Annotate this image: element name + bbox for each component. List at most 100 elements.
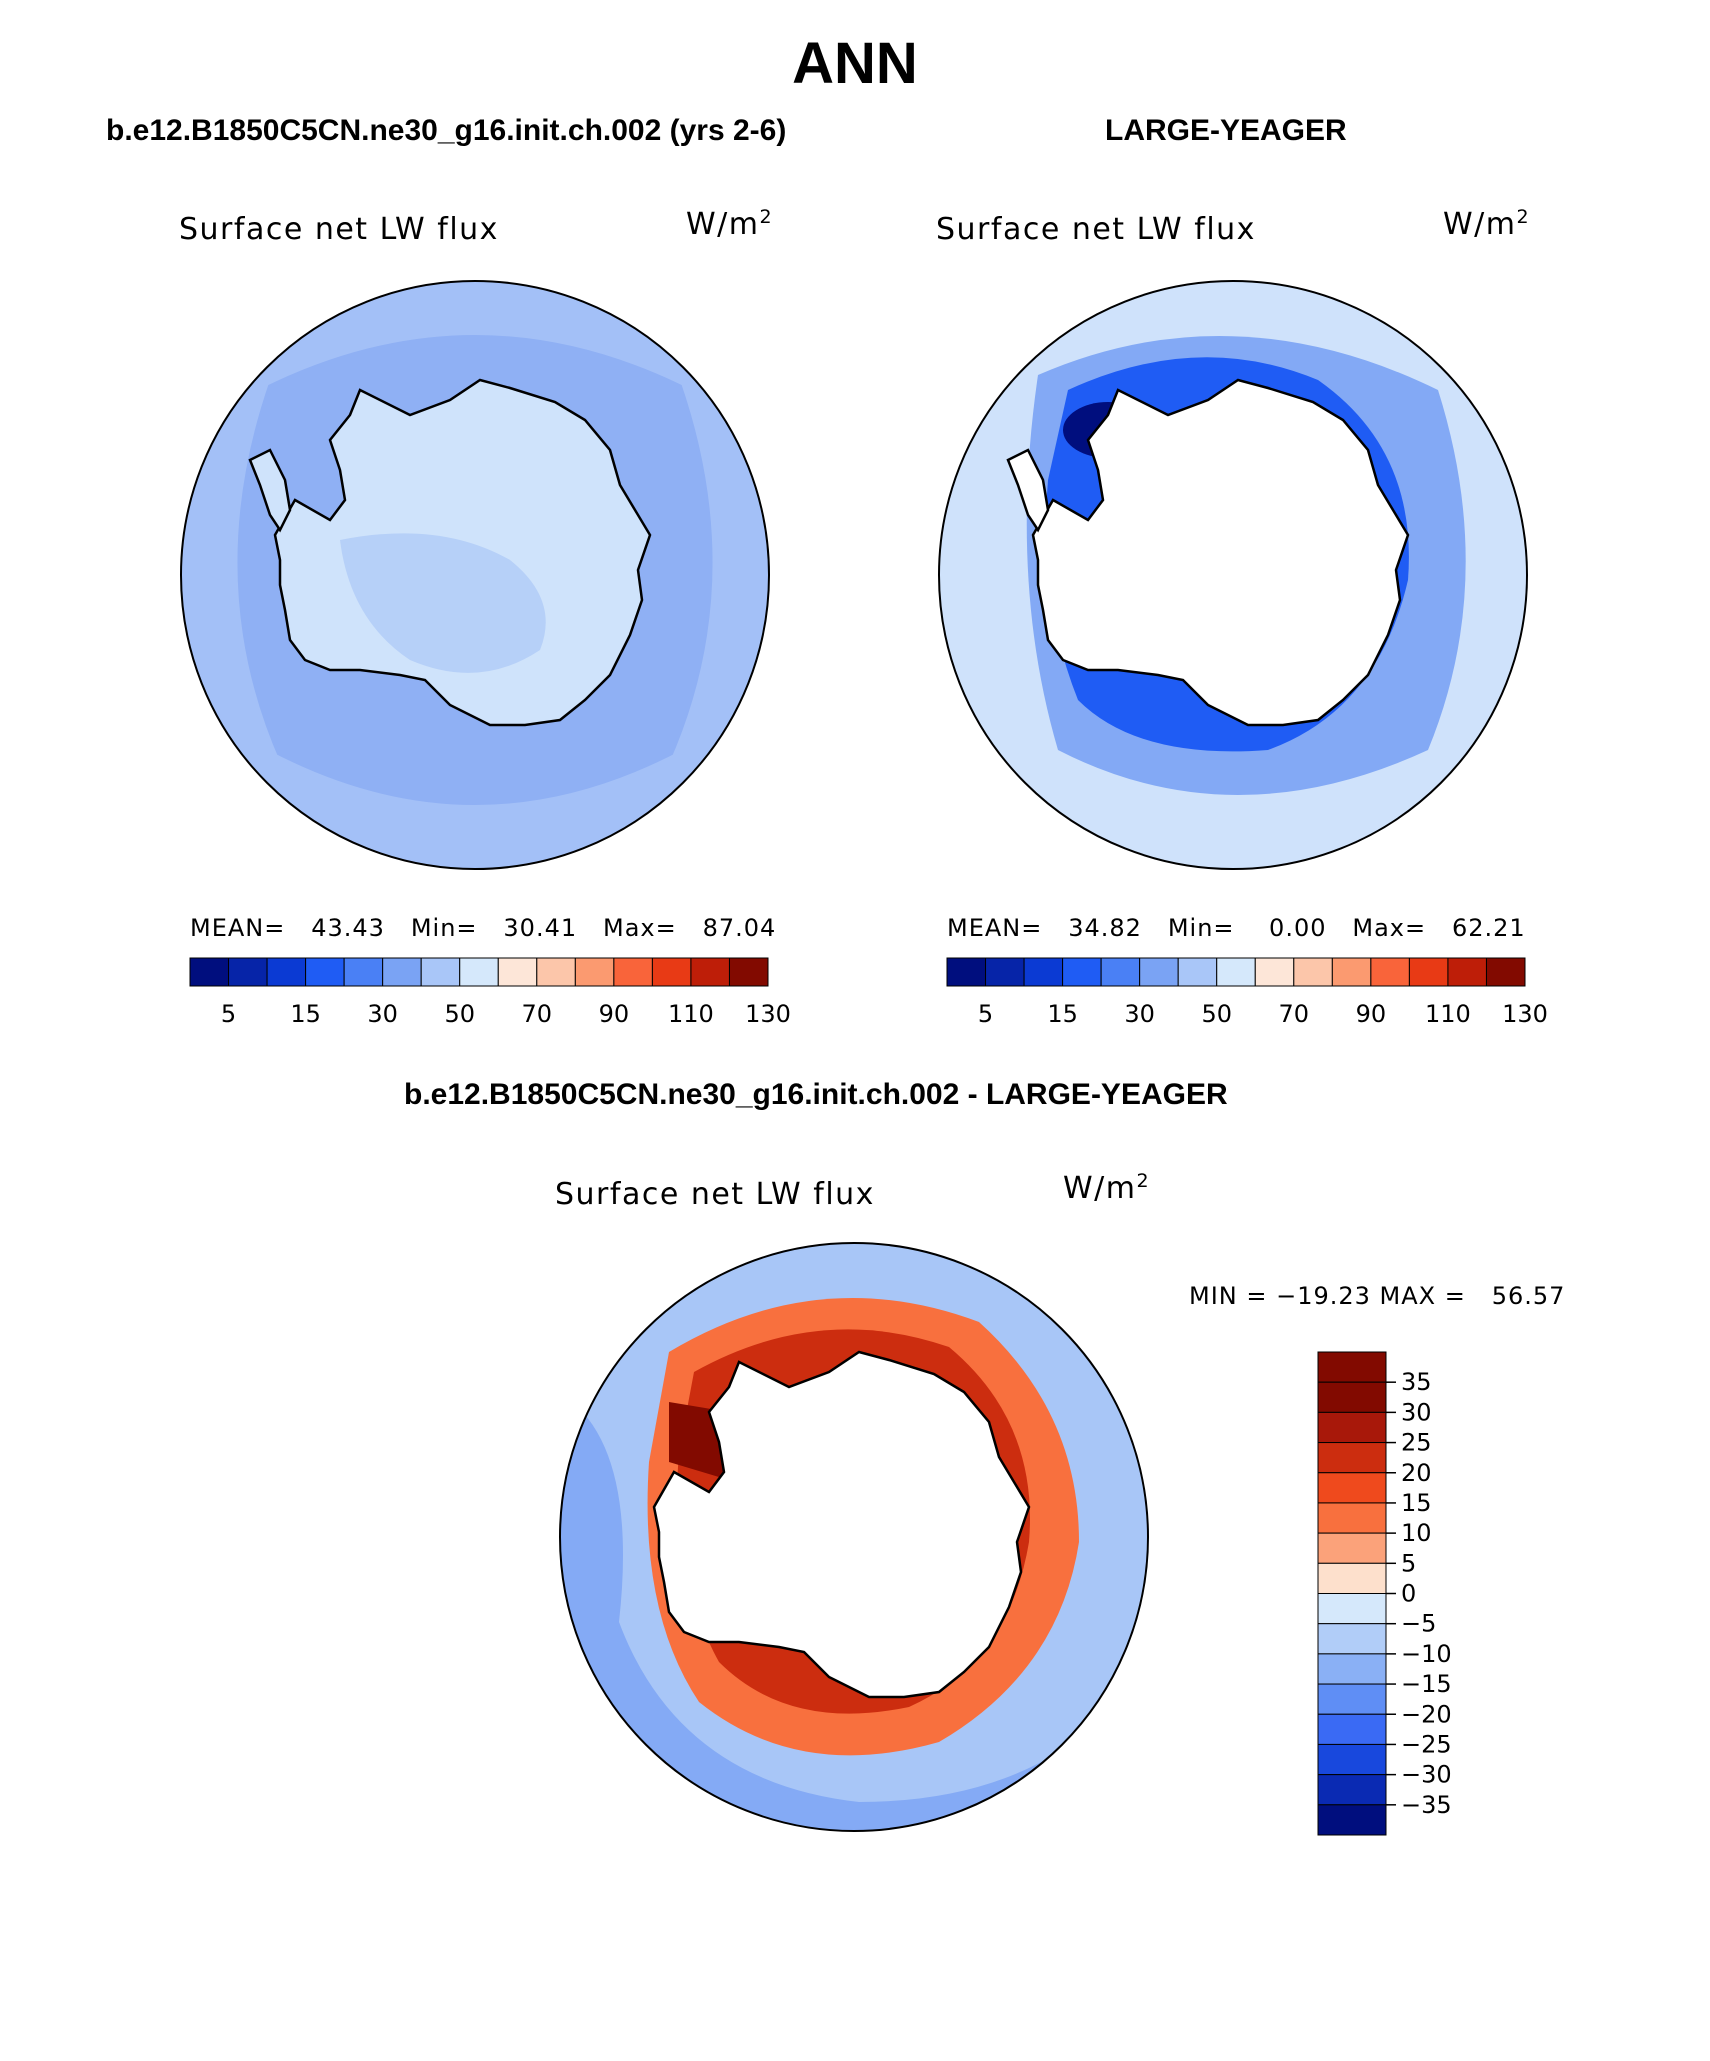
obs-colorbar-swatch xyxy=(1331,957,1372,987)
obs-colorbar-swatch xyxy=(1216,957,1256,987)
obs-colorbar-tick-label: 50 xyxy=(1201,1000,1232,1028)
model-case-title: b.e12.B1850C5CN.ne30_g16.init.ch.002 (yr… xyxy=(106,114,787,147)
diff-colorbar-tick-label: 25 xyxy=(1401,1429,1432,1457)
obs-units: W/m2 xyxy=(1443,206,1531,242)
obs-colorbar-swatch xyxy=(1293,957,1333,987)
diff-colorbar-swatch xyxy=(1317,1743,1387,1776)
model-colorbar-swatch xyxy=(343,957,384,987)
obs-map xyxy=(938,280,1528,870)
obs-colorbar-tick-label: 30 xyxy=(1124,1000,1155,1028)
obs-colorbar-swatch xyxy=(1062,957,1102,987)
model-colorbar-swatch xyxy=(574,957,615,987)
diff-colorbar-tick-label: −10 xyxy=(1401,1640,1452,1668)
model-colorbar-swatch xyxy=(690,957,730,987)
model-colorbar-swatch xyxy=(459,957,499,987)
diff-colorbar-swatch xyxy=(1317,1804,1387,1836)
diff-colorbar-tick-label: 10 xyxy=(1401,1519,1432,1547)
model-colorbar-swatch xyxy=(613,957,653,987)
diff-antarctica xyxy=(652,1350,1031,1699)
diff-colorbar-tick-label: 5 xyxy=(1401,1549,1416,1577)
obs-colorbar-tick-label: 70 xyxy=(1279,1000,1310,1028)
obs-colorbar-swatch xyxy=(946,957,987,987)
obs-colorbar-swatch xyxy=(1447,957,1487,987)
obs-colorbar-tick-label: 110 xyxy=(1425,1000,1471,1028)
diff-colorbar-swatch xyxy=(1317,1593,1387,1625)
diff-colorbar-swatch xyxy=(1317,1411,1387,1444)
diff-colorbar-tick-label: 35 xyxy=(1401,1368,1432,1396)
diff-colorbar-swatch xyxy=(1317,1683,1387,1715)
diff-colorbar-swatch xyxy=(1317,1472,1387,1504)
model-colorbar-tick-label: 90 xyxy=(599,1000,630,1028)
obs-colorbar: 5 15 30 50 70 90 110 130 xyxy=(946,957,1548,1028)
diff-colorbar-tick-label: −35 xyxy=(1401,1791,1452,1819)
diff-colorbar-swatch xyxy=(1317,1532,1387,1564)
obs-case-title: LARGE-YEAGER xyxy=(1105,114,1347,147)
diff-colorbar-swatch xyxy=(1317,1623,1387,1655)
diff-colorbar-swatch xyxy=(1317,1713,1387,1745)
obs-colorbar-swatch xyxy=(1100,957,1141,987)
model-colorbar-tick-label: 70 xyxy=(522,1000,553,1028)
diff-case-title: b.e12.B1850C5CN.ne30_g16.init.ch.002 - L… xyxy=(404,1078,1228,1111)
model-variable-label: Surface net LW flux xyxy=(179,212,499,247)
diff-stats: MIN = −19.23 MAX = 56.57 xyxy=(1189,1282,1566,1310)
model-colorbar: 5 15 30 50 70 90 110 130 xyxy=(189,957,791,1028)
model-map xyxy=(180,280,770,870)
diff-colorbar-swatch xyxy=(1317,1653,1387,1685)
diff-colorbar-tick-label: 30 xyxy=(1401,1398,1432,1426)
model-units: W/m2 xyxy=(686,206,774,242)
diff-colorbar-swatch xyxy=(1317,1502,1387,1534)
diff-variable-label: Surface net LW flux xyxy=(555,1177,875,1212)
model-interior-shade xyxy=(340,533,546,673)
obs-colorbar-tick-label: 130 xyxy=(1502,1000,1548,1028)
model-colorbar-swatch xyxy=(728,957,769,987)
model-peninsula xyxy=(248,448,292,533)
diff-colorbar-swatch xyxy=(1317,1381,1387,1413)
obs-antarctica xyxy=(1031,378,1410,727)
model-colorbar-tick-label: 130 xyxy=(745,1000,791,1028)
obs-peninsula xyxy=(1006,448,1050,533)
model-colorbar-swatch xyxy=(497,957,538,987)
diff-colorbar-tick-label: 0 xyxy=(1401,1580,1416,1608)
diff-colorbar-swatch xyxy=(1317,1351,1387,1383)
model-stats: MEAN= 43.43 Min= 30.41 Max= 87.04 xyxy=(190,914,777,942)
diff-colorbar-tick-label: 20 xyxy=(1401,1459,1432,1487)
model-colorbar-swatch xyxy=(266,957,307,987)
obs-stats: MEAN= 34.82 Min= 0.00 Max= 62.21 xyxy=(947,914,1526,942)
obs-colorbar-swatch xyxy=(1370,957,1410,987)
diff-colorbar-tick-label: −20 xyxy=(1401,1700,1452,1728)
obs-colorbar-swatch xyxy=(1485,957,1526,987)
diff-colorbar-tick-label: −30 xyxy=(1401,1761,1452,1789)
model-colorbar-swatch xyxy=(536,957,576,987)
model-colorbar-tick-label: 50 xyxy=(444,1000,475,1028)
diff-colorbar-tick-label: −15 xyxy=(1401,1670,1452,1698)
diff-colorbar-swatch xyxy=(1317,1562,1387,1594)
page-title: ANN xyxy=(792,31,918,96)
obs-colorbar-swatch xyxy=(1408,957,1449,987)
obs-variable-label: Surface net LW flux xyxy=(936,212,1256,247)
obs-colorbar-swatch xyxy=(1139,957,1179,987)
obs-colorbar-tick-label: 15 xyxy=(1047,1000,1078,1028)
diff-colorbar-swatch xyxy=(1317,1442,1387,1474)
model-colorbar-tick-label: 5 xyxy=(221,1000,236,1028)
diff-colorbar-tick-label: −25 xyxy=(1401,1730,1452,1758)
diff-colorbar-tick-label: −5 xyxy=(1401,1610,1436,1638)
obs-colorbar-tick-label: 90 xyxy=(1356,1000,1387,1028)
model-colorbar-swatch xyxy=(420,957,461,987)
model-colorbar-swatch xyxy=(651,957,692,987)
obs-colorbar-swatch xyxy=(1177,957,1218,987)
model-colorbar-swatch xyxy=(305,957,345,987)
model-colorbar-tick-label: 110 xyxy=(668,1000,714,1028)
obs-colorbar-tick-label: 5 xyxy=(978,1000,993,1028)
model-colorbar-tick-label: 30 xyxy=(367,1000,398,1028)
model-colorbar-tick-label: 15 xyxy=(290,1000,321,1028)
diff-colorbar-tick-label: 15 xyxy=(1401,1489,1432,1517)
model-colorbar-swatch xyxy=(382,957,422,987)
diff-colorbar-swatch xyxy=(1317,1774,1387,1806)
diff-units: W/m2 xyxy=(1063,1170,1151,1206)
obs-colorbar-swatch xyxy=(985,957,1025,987)
diff-map xyxy=(559,1242,1149,1832)
obs-colorbar-swatch xyxy=(1023,957,1064,987)
model-colorbar-swatch xyxy=(228,957,268,987)
model-colorbar-swatch xyxy=(189,957,230,987)
